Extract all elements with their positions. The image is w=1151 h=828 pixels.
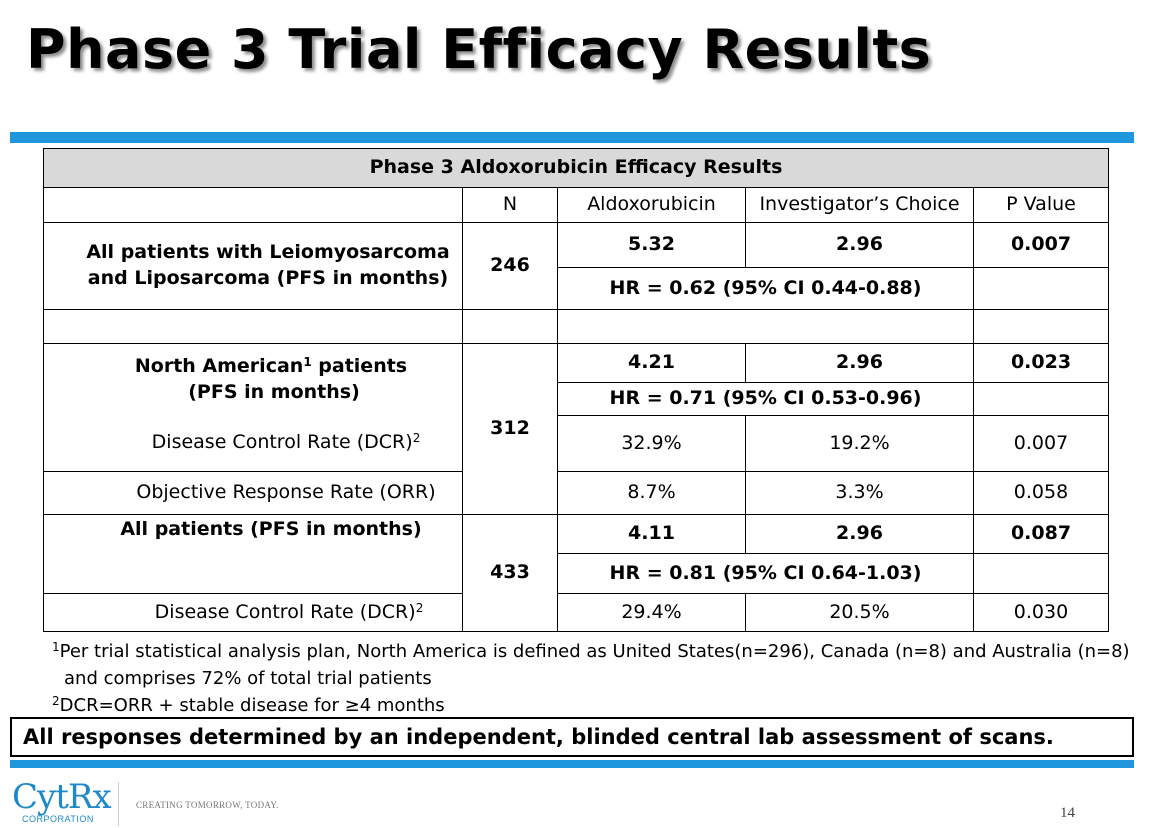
footnotes: 1Per trial statistical analysis plan, No… [52, 638, 1142, 719]
header-blank [43, 187, 463, 223]
header-p-value: P Value [973, 187, 1109, 223]
page-number: 14 [1060, 805, 1075, 821]
group2-p: 0.023 [973, 343, 1109, 383]
group3-dcr-label: Disease Control Rate (DCR)2 [43, 593, 463, 632]
group3-inv: 2.96 [745, 514, 974, 554]
group2-orr-label: Objective Response Rate (ORR) [43, 471, 463, 515]
top-accent-bar [10, 132, 1134, 143]
logo-subtext: CORPORATION [22, 814, 94, 824]
group2-aldox: 4.21 [557, 343, 746, 383]
table-caption: Phase 3 Aldoxorubicin Efficacy Results [43, 148, 1109, 188]
group3-label: All patients (PFS in months) [43, 514, 463, 594]
table-row: North American1 patients (PFS in months)… [43, 343, 1109, 515]
table-row: Disease Control Rate (DCR)2 32.9% 19.2% … [43, 415, 1109, 472]
efficacy-table: Phase 3 Aldoxorubicin Efficacy Results N… [43, 148, 1109, 632]
group1-hr-blank [973, 267, 1109, 310]
footnote-1: 1Per trial statistical analysis plan, No… [52, 640, 1130, 662]
group3-dcr-aldox: 29.4% [557, 593, 746, 632]
group2-hr: HR = 0.71 (95% CI 0.53-0.96) [557, 382, 974, 416]
table-row: All patients with Leiomyosarcoma and Lip… [43, 222, 1109, 310]
logo-text: CytRx [12, 777, 112, 817]
group1-label-line2: and Liposarcoma (PFS in months) [87, 267, 449, 289]
header-n: N [462, 187, 558, 223]
header-aldoxorubicin: Aldoxorubicin [557, 187, 746, 223]
table-row [43, 309, 1109, 344]
group3-p: 0.087 [973, 514, 1109, 554]
group2-dcr-inv: 19.2% [745, 415, 974, 472]
footnote-2: 2DCR=ORR + stable disease for ≥4 months [52, 694, 445, 716]
group3-hr: HR = 0.81 (95% CI 0.64-1.03) [557, 553, 974, 594]
group1-n: 246 [462, 222, 558, 310]
group2-n: 312 [462, 343, 558, 515]
group2-label-line2: (PFS in months) [188, 380, 360, 403]
group2-dcr-label: Disease Control Rate (DCR)2 [43, 415, 463, 472]
header-investigator: Investigator’s Choice [745, 187, 974, 223]
table-row: HR = 0.81 (95% CI 0.64-1.03) [44, 553, 1109, 594]
table-row: HR = 0.62 (95% CI 0.44-0.88) [44, 267, 1109, 310]
group3-dcr-inv: 20.5% [745, 593, 974, 632]
company-logo: CytRx CORPORATION [12, 777, 112, 824]
group3-aldox: 4.11 [557, 514, 746, 554]
group3-n: 433 [462, 514, 558, 632]
group1-aldox: 5.32 [557, 222, 746, 268]
tagline: CREATING TOMORROW, TODAY. [136, 800, 279, 810]
group1-p: 0.007 [973, 222, 1109, 268]
slide-title: Phase 3 Trial Efficacy Results [26, 18, 932, 81]
group2-orr-p: 0.058 [973, 471, 1109, 515]
table-row: Objective Response Rate (ORR) 8.7% 3.3% … [43, 471, 1109, 515]
table-row: Disease Control Rate (DCR)2 29.4% 20.5% … [43, 593, 1109, 632]
group1-hr: HR = 0.62 (95% CI 0.44-0.88) [557, 267, 974, 310]
table-header-row: N Aldoxorubicin Investigator’s Choice P … [43, 187, 1109, 223]
group3-dcr-p: 0.030 [973, 593, 1109, 632]
footnote-1-line2: and comprises 72% of total trial patient… [64, 668, 432, 689]
group2-dcr-p: 0.007 [973, 415, 1109, 472]
table-row: All patients (PFS in months) 433 4.11 2.… [43, 514, 1109, 632]
group2-dcr-aldox: 32.9% [557, 415, 746, 472]
group2-inv: 2.96 [745, 343, 974, 383]
group1-label-line1: All patients with Leiomyosarcoma [86, 241, 450, 264]
group1-label: All patients with Leiomyosarcoma and Lip… [43, 222, 463, 310]
callout-box: All responses determined by an independe… [10, 717, 1134, 757]
group2-orr-inv: 3.3% [745, 471, 974, 515]
bottom-accent-bar [10, 760, 1134, 768]
footer-divider [118, 782, 119, 826]
group1-inv: 2.96 [745, 222, 974, 268]
group2-label: North American1 patients (PFS in months) [43, 343, 463, 416]
group2-orr-aldox: 8.7% [557, 471, 746, 515]
